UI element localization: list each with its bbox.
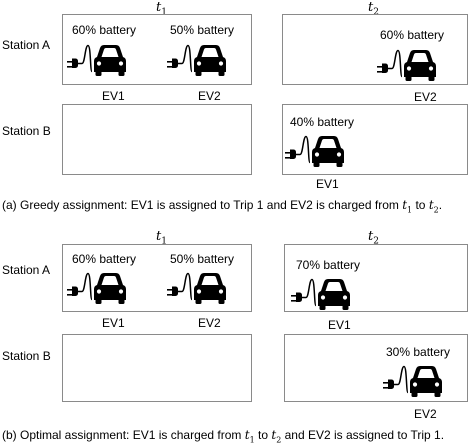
ev-car-plug-icon [290, 274, 350, 310]
caption-b: (b) Optimal assignment: EV1 is charged f… [2, 428, 445, 444]
ev-car-plug-icon [66, 40, 126, 76]
ev-battery-label: 40% battery [290, 115, 355, 129]
ev-battery-label: 50% battery [170, 23, 235, 37]
time-label-t1: t1 [156, 229, 167, 247]
station-b-label: Station B [2, 349, 51, 363]
ev-battery-label: 30% battery [386, 345, 451, 359]
time-label-t2: t2 [368, 229, 379, 247]
ev-car-plug-icon [284, 131, 344, 167]
time-label-t2: t2 [368, 0, 379, 18]
ev-battery-label: 60% battery [380, 28, 445, 42]
station-a-t2-box [282, 14, 468, 85]
station-b-t1-box [62, 334, 252, 402]
station-a-label: Station A [2, 263, 51, 277]
ev-label: EV2 [198, 89, 221, 103]
ev-label: EV1 [316, 177, 339, 191]
caption-a: (a) Greedy assignment: EV1 is assigned t… [2, 198, 443, 215]
ev-car-plug-icon [166, 40, 226, 76]
ev-car-plug-icon [66, 268, 126, 304]
ev-car-plug-icon [376, 45, 436, 81]
ev-battery-label: 60% battery [72, 252, 137, 266]
ev-label: EV2 [414, 407, 437, 421]
ev-car-plug-icon [382, 361, 442, 397]
station-b-t1-box [62, 104, 252, 175]
ev-car-plug-icon [166, 268, 226, 304]
station-b-label: Station B [2, 124, 51, 138]
ev-label: EV1 [328, 318, 351, 332]
ev-battery-label: 70% battery [296, 258, 361, 272]
ev-label: EV2 [198, 316, 221, 330]
ev-battery-label: 50% battery [170, 252, 235, 266]
time-label-t1: t1 [156, 0, 167, 18]
ev-label: EV2 [414, 90, 437, 104]
station-b-t2-box [282, 104, 468, 175]
ev-battery-label: 60% battery [72, 23, 137, 37]
station-a-label: Station A [2, 38, 51, 52]
ev-label: EV1 [102, 316, 125, 330]
ev-label: EV1 [102, 89, 125, 103]
